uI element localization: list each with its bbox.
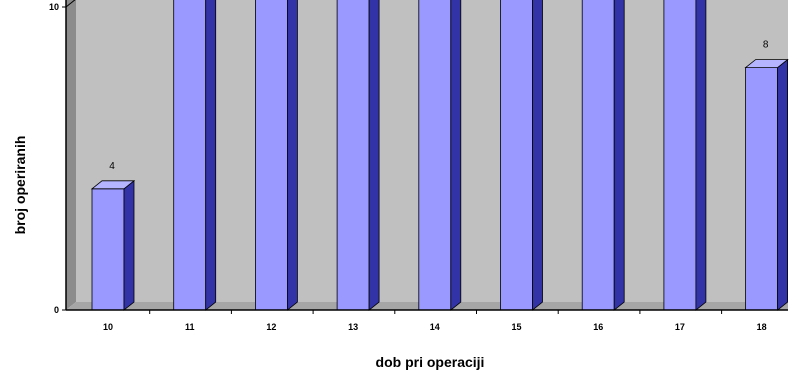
x-tick-label: 12 <box>266 322 276 332</box>
bar-side <box>613 0 625 311</box>
x-tick-label: 10 <box>103 322 113 332</box>
x-tick-label: 18 <box>757 322 767 332</box>
bar-front <box>663 0 697 311</box>
bar-top <box>90 180 136 190</box>
bar-front <box>581 0 615 311</box>
bar-top <box>744 59 789 68</box>
bar-side <box>286 0 298 311</box>
bar <box>90 179 136 311</box>
gridlines <box>65 0 76 8</box>
bar-side <box>368 0 380 311</box>
data-label: 8 <box>763 40 769 51</box>
bars <box>90 0 789 311</box>
bar-front <box>173 0 207 311</box>
plot-side-wall <box>66 0 76 310</box>
bar-side <box>450 0 462 311</box>
bar <box>744 58 789 311</box>
x-tick-label: 17 <box>675 322 685 332</box>
y-tick-labels: 0102030405060708090 <box>49 2 59 315</box>
bar <box>500 0 543 311</box>
data-label: 4 <box>109 161 115 172</box>
bar-front <box>91 188 125 311</box>
bar-front <box>336 0 370 311</box>
bar-side <box>777 58 788 311</box>
bar <box>336 0 380 311</box>
x-tick-label: 13 <box>348 322 358 332</box>
x-tick-label: 14 <box>430 322 440 332</box>
x-tick-label: 11 <box>185 322 195 332</box>
bar-front <box>500 0 533 311</box>
bar-side <box>695 0 707 311</box>
bar-front <box>745 67 778 311</box>
x-axis-title: dob pri operaciji <box>376 354 485 370</box>
bar-side <box>123 179 135 311</box>
x-tick-label: 15 <box>511 322 521 332</box>
axes <box>62 0 788 314</box>
x-tick-label: 16 <box>593 322 603 332</box>
x-tick-labels: 10 11 12 13 14 15 16 17 18 <box>103 322 767 332</box>
gridline-side <box>65 0 76 8</box>
bar <box>254 0 298 311</box>
y-tick-label: 10 <box>49 2 59 12</box>
bar-side <box>532 0 543 311</box>
bar-side <box>205 0 217 311</box>
bar <box>581 0 625 311</box>
bar <box>173 0 217 311</box>
y-axis-title: broj operiranih <box>12 136 28 235</box>
bar-front <box>418 0 452 311</box>
bar <box>418 0 462 311</box>
data-labels: 4113327877 115118 <box>109 40 769 172</box>
bar <box>663 0 707 311</box>
y-tick-label: 0 <box>54 305 59 315</box>
bar-front <box>254 0 288 311</box>
